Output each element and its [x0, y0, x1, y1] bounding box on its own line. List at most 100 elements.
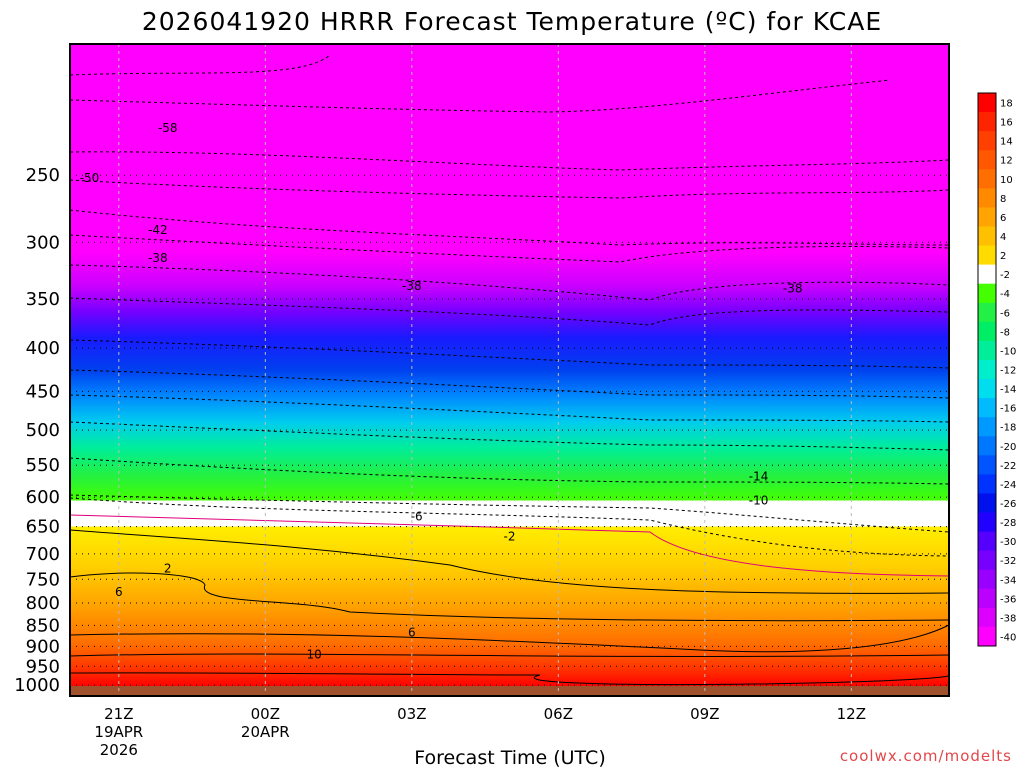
contour-label: -38 — [148, 251, 168, 265]
colorbar-label: -2 — [1000, 270, 1010, 281]
colorbar-swatch — [978, 607, 996, 628]
colorbar-swatch — [978, 150, 996, 170]
colorbar-label: -36 — [1000, 594, 1016, 605]
colorbar-swatch — [978, 188, 996, 208]
contour-label: -14 — [749, 469, 769, 483]
colorbar-swatch — [978, 340, 996, 361]
colorbar-label: -40 — [1000, 632, 1016, 643]
y-axis: 2503003504004505005506006507007508008509… — [14, 165, 60, 696]
colorbar-swatch — [978, 626, 996, 647]
colorbar-label: 2 — [1000, 251, 1006, 262]
credit-link[interactable]: coolwx.com/modelts — [840, 747, 1012, 765]
contour-lines — [69, 54, 950, 686]
colorbar-label: 8 — [1000, 194, 1006, 205]
colorbar-label: -34 — [1000, 575, 1016, 586]
y-tick-label: 900 — [26, 636, 60, 657]
colorbar-label: -38 — [1000, 613, 1016, 624]
colorbar-swatch — [978, 379, 996, 399]
colorbar-swatch — [978, 359, 996, 380]
colorbar-swatch — [978, 207, 996, 227]
colorbar-swatch — [978, 569, 996, 590]
colorbar-label: -30 — [1000, 537, 1016, 548]
colorbar-swatch — [978, 512, 996, 533]
colorbar-swatch — [978, 474, 996, 494]
colorbar-label: 14 — [1000, 137, 1013, 148]
contour-label: -58 — [158, 121, 178, 135]
x-tick-label: 00Z — [251, 705, 280, 723]
y-tick-label: 950 — [26, 656, 60, 677]
colorbar-label: -8 — [1000, 327, 1010, 338]
contour-label: -10 — [749, 493, 769, 507]
y-tick-label: 1000 — [14, 675, 60, 696]
x-tick-date: 20APR — [241, 723, 290, 741]
x-tick-label: 03Z — [397, 705, 426, 723]
colorbar-swatch — [978, 112, 996, 132]
colorbar-swatch — [978, 588, 996, 609]
y-tick-label: 250 — [26, 165, 60, 186]
colorbar-swatch — [978, 169, 996, 189]
colorbar-label: -20 — [1000, 442, 1016, 453]
colorbar-label: 16 — [1000, 118, 1013, 129]
colorbar-label: -22 — [1000, 461, 1016, 472]
contour-labels: -58 -50 -42 -38 -38 -38 -14 -10 -6 -2 2 6 6 10 — [80, 121, 803, 661]
y-tick-label: 400 — [26, 338, 60, 359]
y-tick-label: 600 — [26, 487, 60, 508]
colorbar-label: 4 — [1000, 232, 1006, 243]
contour-label: 2 — [164, 561, 172, 575]
colorbar-swatch — [978, 321, 996, 342]
contour-label: -2 — [504, 530, 516, 544]
colorbar-label: 12 — [1000, 156, 1013, 167]
x-tick-label: 09Z — [690, 705, 719, 723]
colorbar-swatch — [978, 531, 996, 552]
contour-label: -50 — [80, 171, 100, 185]
contour-label: 6 — [115, 585, 123, 599]
colorbar-swatch — [978, 283, 996, 304]
y-tick-label: 700 — [26, 544, 60, 565]
plot-frame — [69, 43, 950, 697]
colorbar-frame — [977, 92, 997, 647]
temperature-field — [70, 44, 949, 696]
y-tick-label: 850 — [26, 615, 60, 636]
y-tick-label: 350 — [26, 289, 60, 310]
colorbar-swatch — [978, 436, 996, 456]
y-tick-label: 750 — [26, 569, 60, 590]
colorbar-label: 10 — [1000, 175, 1013, 186]
colorbar-swatch — [978, 226, 996, 247]
colorbar-label: -28 — [1000, 518, 1016, 529]
y-tick-label: 300 — [26, 232, 60, 253]
colorbar-swatch — [978, 493, 996, 514]
colorbar-swatch — [978, 131, 996, 151]
colorbar-label: -26 — [1000, 499, 1016, 510]
colorbar-swatch — [978, 417, 996, 437]
colorbar-label: 18 — [1000, 99, 1013, 110]
colorbar-label: -18 — [1000, 423, 1016, 434]
colorbar: 18 16 14 12 10 8 6 4 2 -2 -4 -6 -8 -10 -12 -14 -16 -18 -20… — [977, 92, 1016, 647]
colorbar-label: -14 — [1000, 385, 1016, 396]
colorbar-label: -24 — [1000, 480, 1016, 491]
colorbar-label: 6 — [1000, 213, 1006, 224]
colorbar-swatch — [978, 93, 996, 113]
y-tick-label: 650 — [26, 517, 60, 538]
x-axis-title: Forecast Time (UTC) — [414, 747, 605, 768]
colorbar-swatch — [978, 264, 996, 285]
x-tick-label: 12Z — [837, 705, 866, 723]
gridlines — [70, 44, 949, 696]
y-tick-label: 800 — [26, 593, 60, 614]
contour-label: -42 — [148, 223, 168, 237]
contour-label: -6 — [411, 509, 423, 523]
x-tick-date: 2026 — [100, 741, 138, 759]
y-tick-label: 500 — [26, 420, 60, 441]
colorbar-label: -6 — [1000, 308, 1010, 319]
colorbar-label: -32 — [1000, 556, 1016, 567]
x-tick-label: 06Z — [544, 705, 573, 723]
contour-label: 10 — [307, 647, 322, 661]
x-tick-label: 21Z — [104, 705, 133, 723]
colorbar-swatch — [978, 245, 996, 266]
colorbar-label: -10 — [1000, 346, 1016, 357]
colorbar-label: -4 — [1000, 289, 1010, 300]
colorbar-swatch — [978, 302, 996, 323]
contour-label: -38 — [402, 279, 422, 293]
contour-label: 6 — [408, 626, 416, 640]
colorbar-swatch — [978, 398, 996, 418]
